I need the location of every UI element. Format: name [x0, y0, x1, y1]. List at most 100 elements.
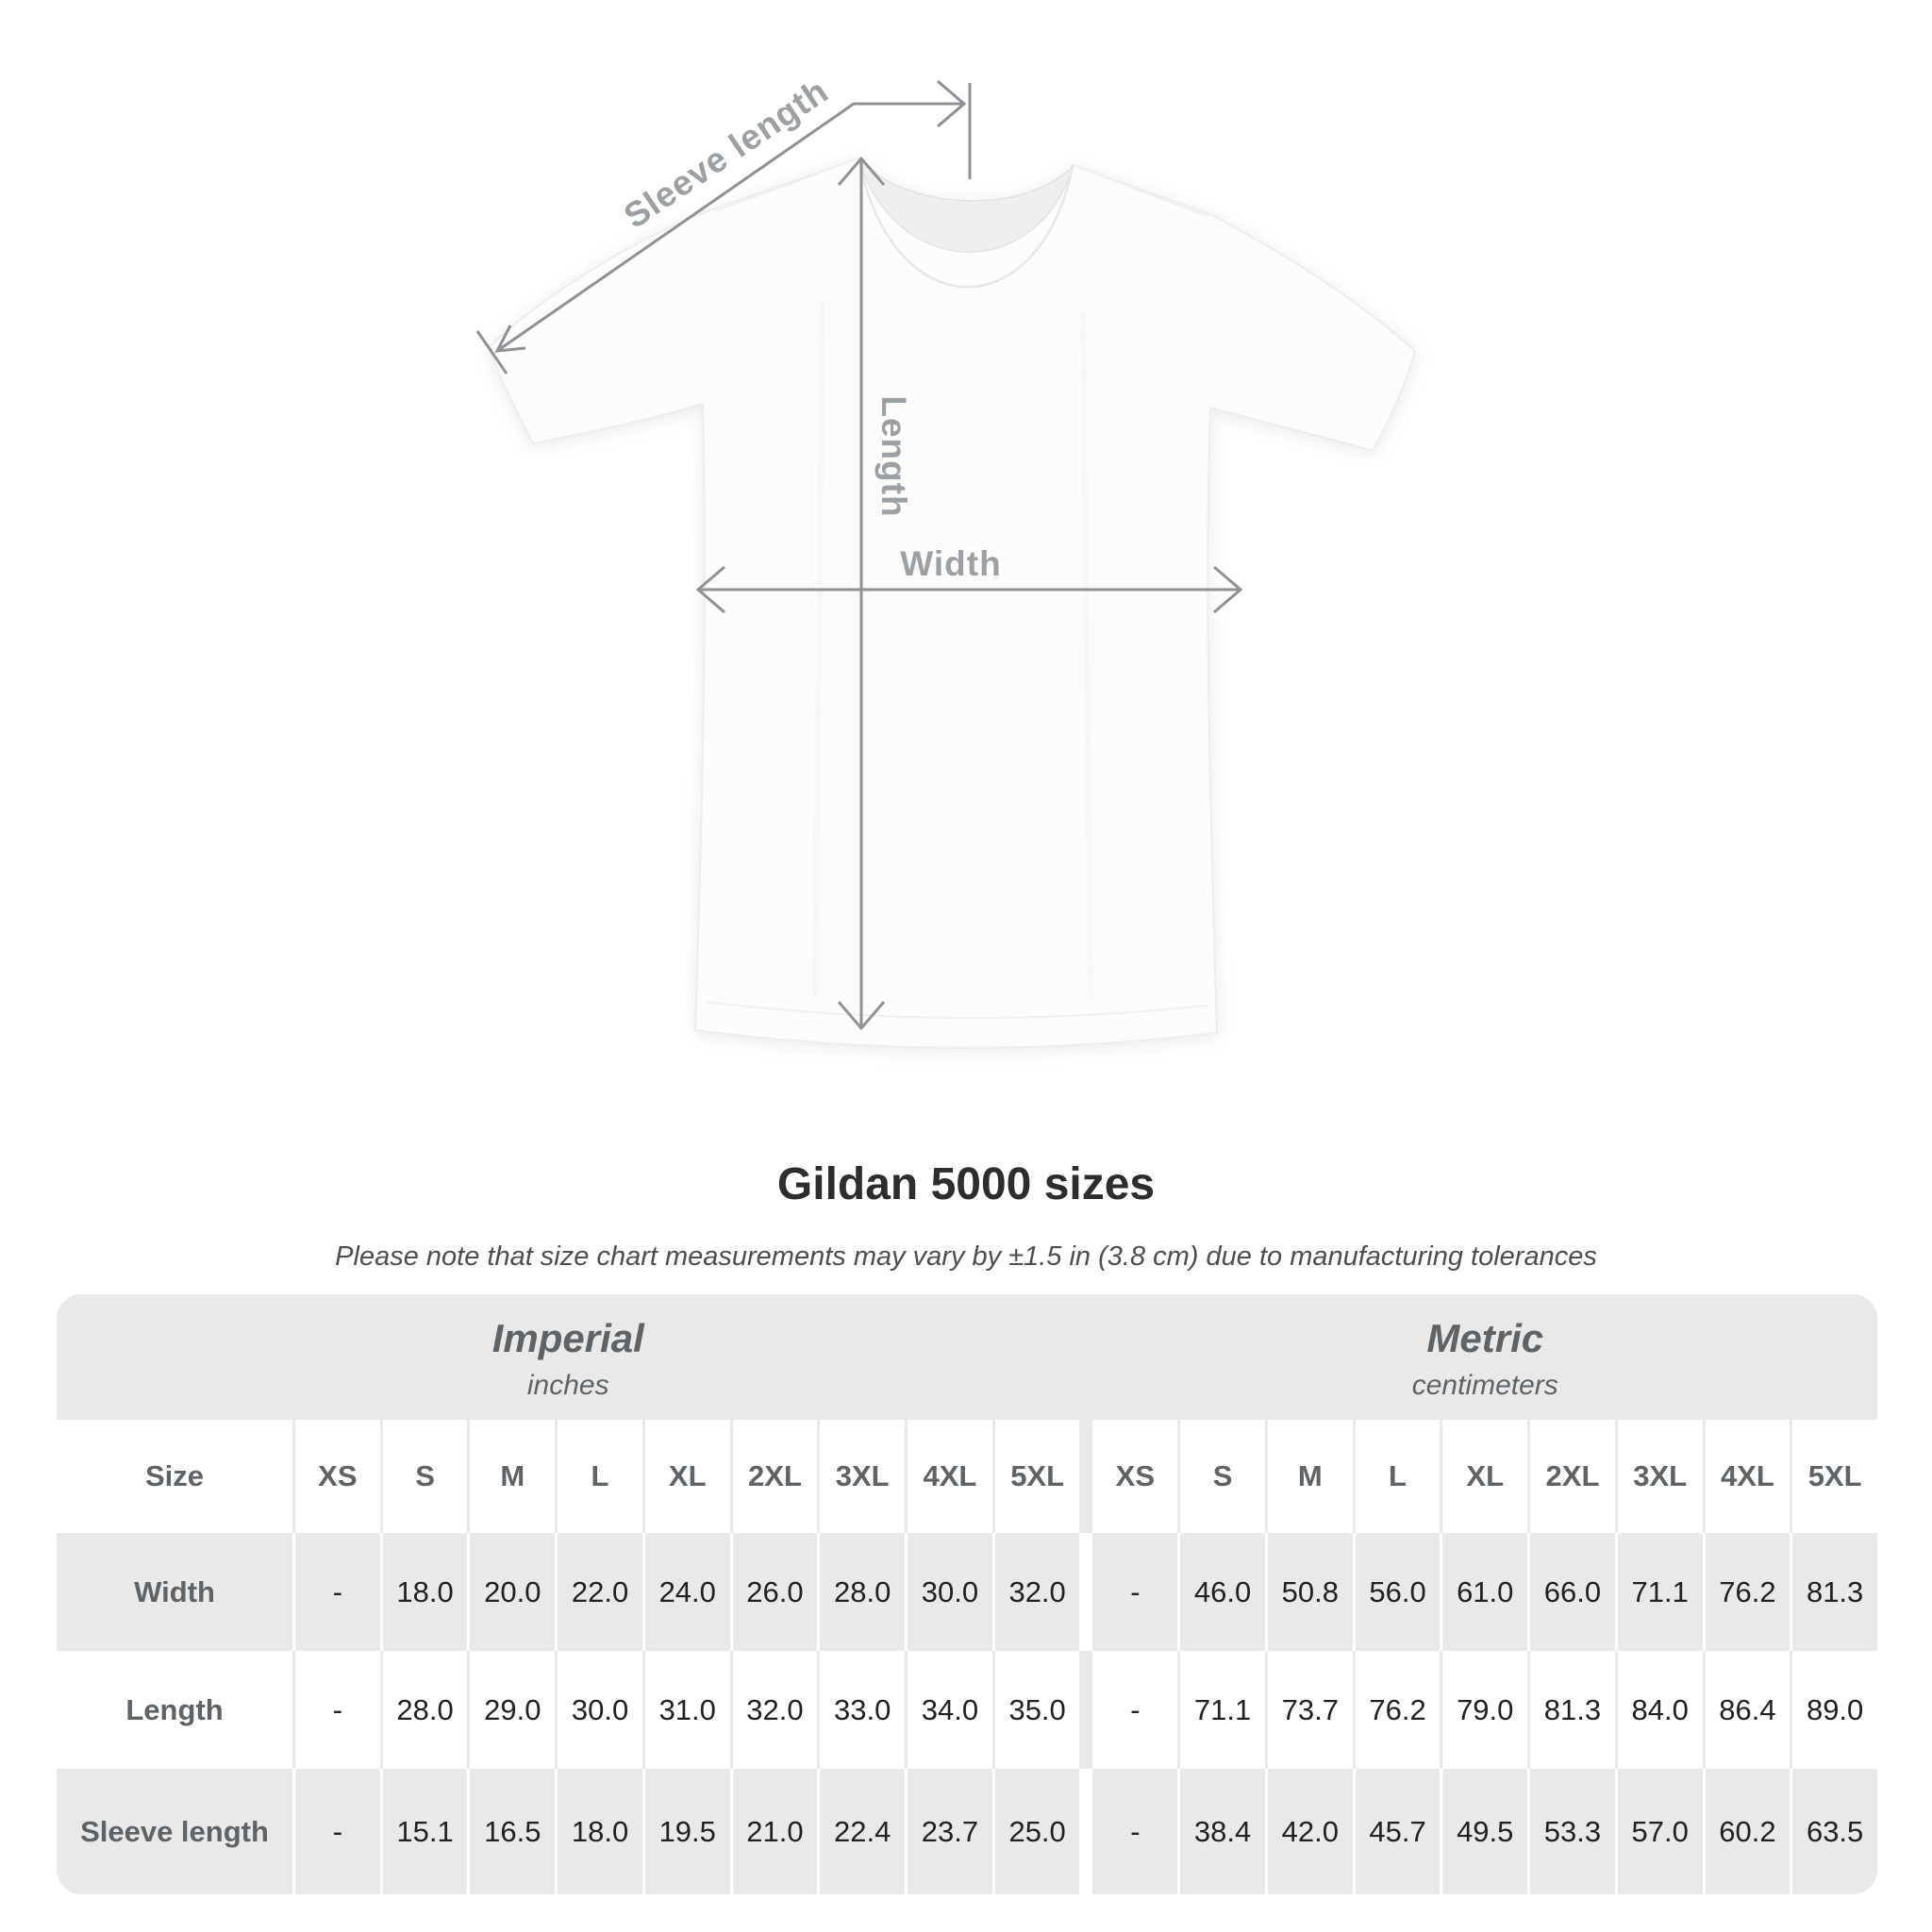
width-metric-cell: - [1092, 1533, 1178, 1651]
sleeve-end-tick [475, 330, 508, 375]
length-imperial-cell: 35.0 [994, 1651, 1080, 1769]
sleeve-metric-cell: 63.5 [1792, 1769, 1877, 1894]
sleeve-metric-cell: 42.0 [1267, 1769, 1353, 1894]
size-header-cell: XS [1092, 1420, 1178, 1533]
length-metric-cell: 76.2 [1355, 1651, 1441, 1769]
unit-header-band: Imperial inches Metric centimeters [57, 1294, 1877, 1420]
size-table: Imperial inches Metric centimeters Size … [57, 1294, 1877, 1894]
width-arrowhead-left [695, 565, 725, 614]
size-header-cell: L [1355, 1420, 1441, 1533]
sleeve-imperial-cell: 23.7 [908, 1769, 992, 1894]
size-header-cell: 4XL [908, 1420, 992, 1533]
imperial-unit: inches [526, 1370, 609, 1401]
dimension-lines [475, 79, 1243, 1031]
metric-title: Metric [1426, 1316, 1544, 1360]
size-header-cell: L [558, 1420, 642, 1533]
section-divider [1082, 1651, 1090, 1769]
sleeve-arrowhead-right [937, 79, 967, 128]
sleeve-arrowhead-left [494, 325, 526, 353]
sleeve-imperial-cell: - [295, 1769, 380, 1894]
sleeve-imperial-cell: 25.0 [994, 1769, 1080, 1894]
page-title: Gildan 5000 sizes [776, 1159, 1156, 1209]
sleeve-imperial-cell: 21.0 [732, 1769, 818, 1894]
sleeve-imperial-cell: 16.5 [470, 1769, 556, 1894]
length-imperial-cell: 28.0 [382, 1651, 468, 1769]
metric-section-header: Metric centimeters [1093, 1294, 1878, 1420]
size-column-header: Size [57, 1420, 292, 1533]
width-imperial-cell: 20.0 [470, 1533, 556, 1651]
width-imperial-cell: 32.0 [994, 1533, 1080, 1651]
sleeve-length-dimension-line [496, 102, 964, 353]
row-label-length: Length [57, 1651, 292, 1769]
width-imperial-cell: 24.0 [644, 1533, 730, 1651]
tshirt-body-shape [487, 157, 1417, 1049]
length-imperial-cell: 30.0 [558, 1651, 642, 1769]
sleeve-metric-cell: 49.5 [1442, 1769, 1528, 1894]
table-row-width: Width -18.0 20.0 22.0 24.0 26.0 28.0 30.0 32.0 … [57, 1533, 1877, 1651]
width-imperial-cell: 22.0 [558, 1533, 642, 1651]
sleeve-metric-cell: 45.7 [1355, 1769, 1441, 1894]
size-header-cell: 5XL [1792, 1420, 1877, 1533]
length-metric-cell: 86.4 [1705, 1651, 1790, 1769]
size-header-cell: XS [295, 1420, 380, 1533]
width-imperial-cell: 26.0 [732, 1533, 818, 1651]
tshirt-illustration [475, 79, 1417, 1049]
length-metric-cell: 84.0 [1617, 1651, 1703, 1769]
table-row-length: Length -28.0 29.0 30.0 31.0 32.0 33.0 34.0 35.0… [57, 1651, 1877, 1769]
tolerance-note: Please note that size chart measurements… [335, 1241, 1597, 1272]
imperial-title: Imperial [491, 1316, 644, 1360]
length-arrowhead-top [837, 156, 886, 186]
table-row-sleeve-length: Sleeve length -15.1 16.5 18.0 19.5 21.0 22.4 2… [57, 1769, 1877, 1894]
tshirt-shoulder-seams [714, 158, 1210, 218]
width-imperial-cell: 30.0 [908, 1533, 992, 1651]
sleeve-imperial-cell: 19.5 [644, 1769, 730, 1894]
size-header-cell: 3XL [820, 1420, 906, 1533]
sleeve-metric-cell: 60.2 [1705, 1769, 1790, 1894]
tshirt-collar-seam [858, 165, 1074, 289]
width-metric-cell: 50.8 [1267, 1533, 1353, 1651]
tshirt-hem-seam [705, 1001, 1208, 1020]
length-metric-cell: 73.7 [1267, 1651, 1353, 1769]
length-metric-cell: - [1092, 1651, 1178, 1769]
sleeve-metric-cell: - [1092, 1769, 1178, 1894]
width-metric-cell: 81.3 [1792, 1533, 1877, 1651]
length-imperial-cell: - [295, 1651, 380, 1769]
width-imperial-cell: - [295, 1533, 380, 1651]
length-metric-cell: 79.0 [1442, 1651, 1528, 1769]
row-label-width: Width [57, 1533, 292, 1651]
sleeve-metric-cell: 38.4 [1180, 1769, 1265, 1894]
sleeve-metric-cell: 57.0 [1617, 1769, 1703, 1894]
size-header-cell: XL [1442, 1420, 1528, 1533]
length-imperial-cell: 33.0 [820, 1651, 906, 1769]
metric-unit: centimeters [1411, 1370, 1558, 1401]
tshirt-neck-opening [858, 158, 1074, 253]
sleeve-imperial-cell: 22.4 [820, 1769, 906, 1894]
width-label: Width [900, 544, 1002, 583]
length-arrowhead-bottom [837, 1001, 886, 1031]
size-header-cell: M [1267, 1420, 1353, 1533]
section-divider [1082, 1533, 1090, 1651]
width-metric-cell: 66.0 [1530, 1533, 1615, 1651]
size-header-cell: M [470, 1420, 556, 1533]
length-metric-cell: 89.0 [1792, 1651, 1877, 1769]
section-divider [1082, 1769, 1090, 1894]
size-header-cell: 5XL [994, 1420, 1080, 1533]
width-metric-cell: 56.0 [1355, 1533, 1441, 1651]
width-metric-cell: 61.0 [1442, 1533, 1528, 1651]
width-arrowhead-right [1213, 565, 1243, 614]
sleeve-metric-cell: 53.3 [1530, 1769, 1615, 1894]
width-imperial-cell: 18.0 [382, 1533, 468, 1651]
width-metric-cell: 71.1 [1617, 1533, 1703, 1651]
size-header-cell: 2XL [732, 1420, 818, 1533]
size-header-cell: S [382, 1420, 468, 1533]
section-divider [1082, 1420, 1090, 1533]
tshirt-creases [812, 301, 1093, 999]
size-header-cell: 2XL [1530, 1420, 1615, 1533]
sleeve-imperial-cell: 15.1 [382, 1769, 468, 1894]
length-imperial-cell: 34.0 [908, 1651, 992, 1769]
length-imperial-cell: 32.0 [732, 1651, 818, 1769]
size-header-row: Size XS S M L XL 2XL 3XL 4XL 5XL XS S M L XL 2XL 3XL 4X… [57, 1420, 1877, 1533]
imperial-section-header: Imperial inches [57, 1294, 1080, 1420]
sleeve-imperial-cell: 18.0 [558, 1769, 642, 1894]
